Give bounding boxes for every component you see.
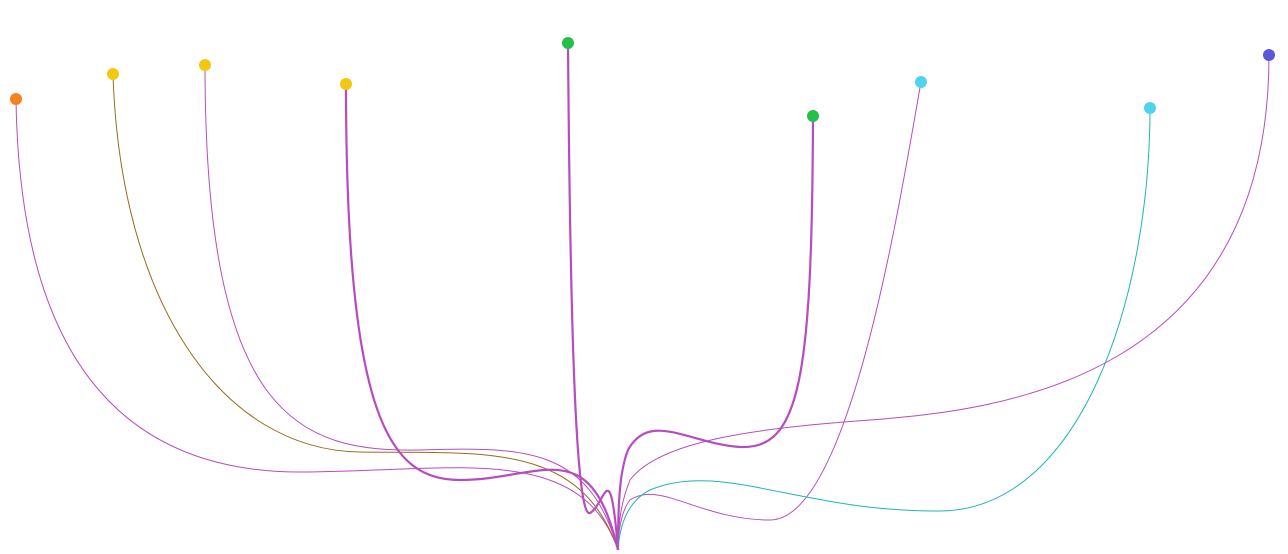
node: [1144, 102, 1156, 114]
nodes: [10, 37, 1275, 122]
link: [112, 73, 619, 551]
node: [340, 78, 352, 90]
link: [344, 83, 620, 551]
links: [15, 42, 1270, 551]
node: [199, 59, 211, 71]
link: [204, 64, 619, 551]
link: [15, 98, 619, 551]
node: [807, 110, 819, 122]
link: [617, 81, 922, 551]
link: [566, 42, 620, 551]
link: [616, 115, 815, 551]
node: [915, 76, 927, 88]
node: [10, 93, 22, 105]
link: [617, 54, 1270, 551]
node: [562, 37, 574, 49]
node: [107, 68, 119, 80]
node: [1263, 49, 1275, 61]
link: [617, 107, 1151, 551]
